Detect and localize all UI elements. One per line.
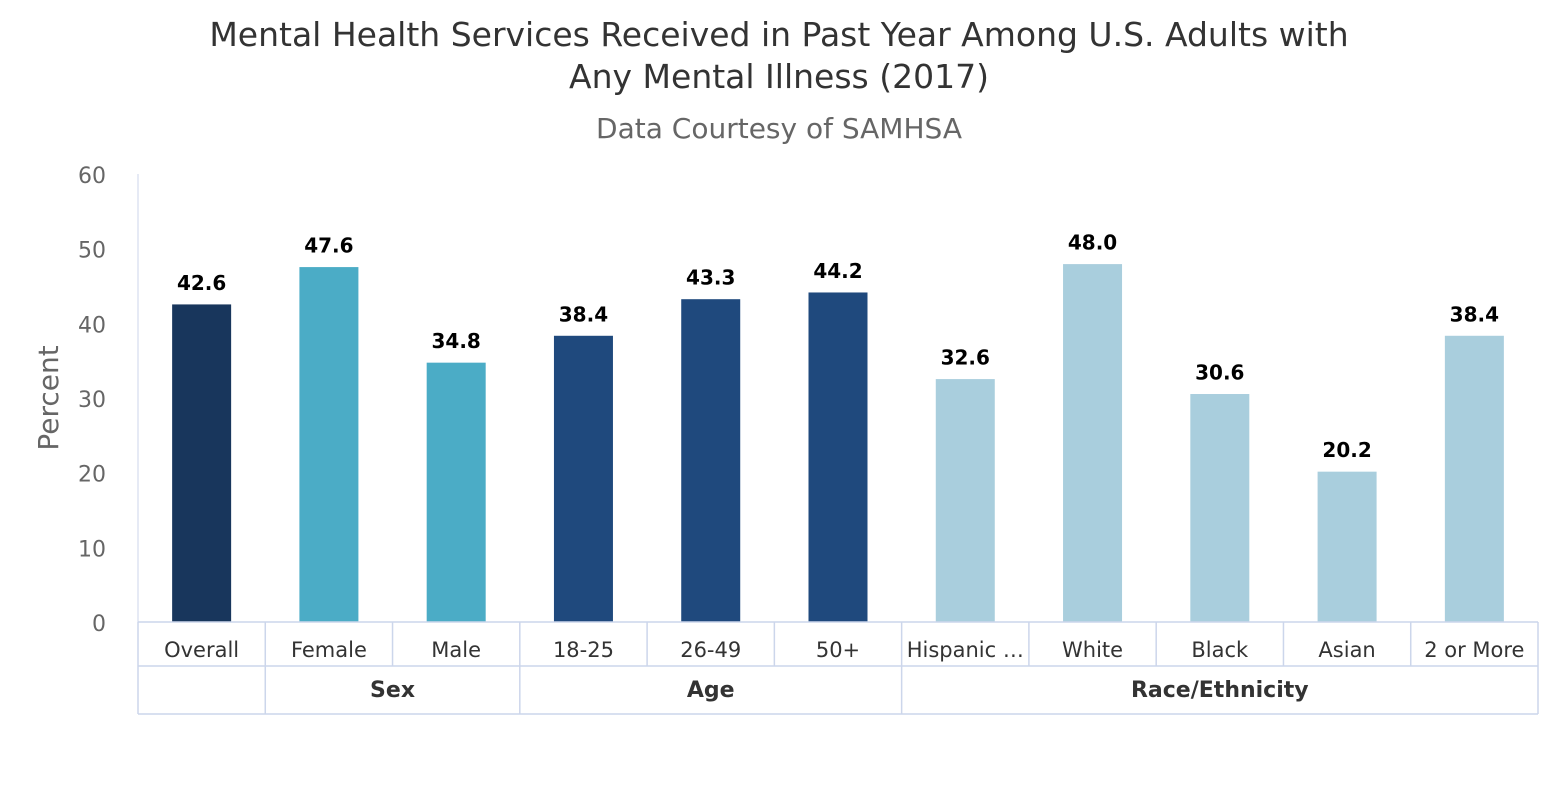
y-tick-label: 30 — [78, 388, 106, 413]
category-label: 2 or More — [1424, 638, 1524, 662]
data-label: 42.6 — [177, 271, 226, 295]
category-label: Overall — [164, 638, 239, 662]
bar-2 — [425, 361, 487, 623]
data-label: 44.2 — [813, 259, 862, 283]
bar-7 — [1062, 263, 1124, 623]
group-label: Sex — [370, 678, 415, 703]
y-tick-label: 60 — [78, 164, 106, 189]
y-tick-label: 10 — [78, 537, 106, 562]
y-tick-label: 50 — [78, 239, 106, 264]
data-label: 38.4 — [559, 302, 608, 326]
y-tick-label: 0 — [92, 612, 106, 637]
data-label: 32.6 — [941, 346, 990, 370]
data-label: 43.3 — [686, 266, 735, 290]
category-label: Asian — [1318, 638, 1375, 662]
data-label: 30.6 — [1195, 361, 1244, 385]
data-label: 34.8 — [432, 329, 481, 353]
data-label: 20.2 — [1322, 438, 1371, 462]
group-label: Race/Ethnicity — [1131, 678, 1309, 703]
bar-6 — [934, 378, 996, 623]
chart-title-line-2: Any Mental Illness (2017) — [569, 57, 989, 96]
category-label: 18-25 — [553, 638, 614, 662]
category-label: White — [1062, 638, 1123, 662]
group-label: Age — [687, 678, 735, 703]
chart-title-line-1: Mental Health Services Received in Past … — [209, 15, 1349, 54]
chart-title: Mental Health Services Received in Past … — [0, 14, 1558, 98]
category-label: Black — [1191, 638, 1249, 662]
bar-1 — [298, 266, 360, 623]
data-label: 47.6 — [304, 234, 353, 258]
y-axis-title: Percent — [32, 345, 65, 450]
bar-4 — [680, 298, 742, 623]
bar-9 — [1316, 470, 1378, 623]
y-tick-label: 40 — [78, 313, 106, 338]
chart-subtitle: Data Courtesy of SAMHSA — [596, 112, 962, 145]
category-label: 50+ — [816, 638, 860, 662]
category-label: Male — [431, 638, 481, 662]
bar-10 — [1443, 334, 1505, 623]
category-label: 26-49 — [680, 638, 741, 662]
y-tick-label: 20 — [78, 463, 106, 488]
bar-0 — [171, 303, 233, 623]
bar-5 — [807, 291, 869, 623]
data-label: 48.0 — [1068, 231, 1117, 255]
data-label: 38.4 — [1450, 302, 1499, 326]
bar-3 — [552, 334, 614, 623]
category-label: Hispanic … — [907, 638, 1024, 662]
bar-8 — [1189, 393, 1251, 623]
category-label: Female — [291, 638, 367, 662]
